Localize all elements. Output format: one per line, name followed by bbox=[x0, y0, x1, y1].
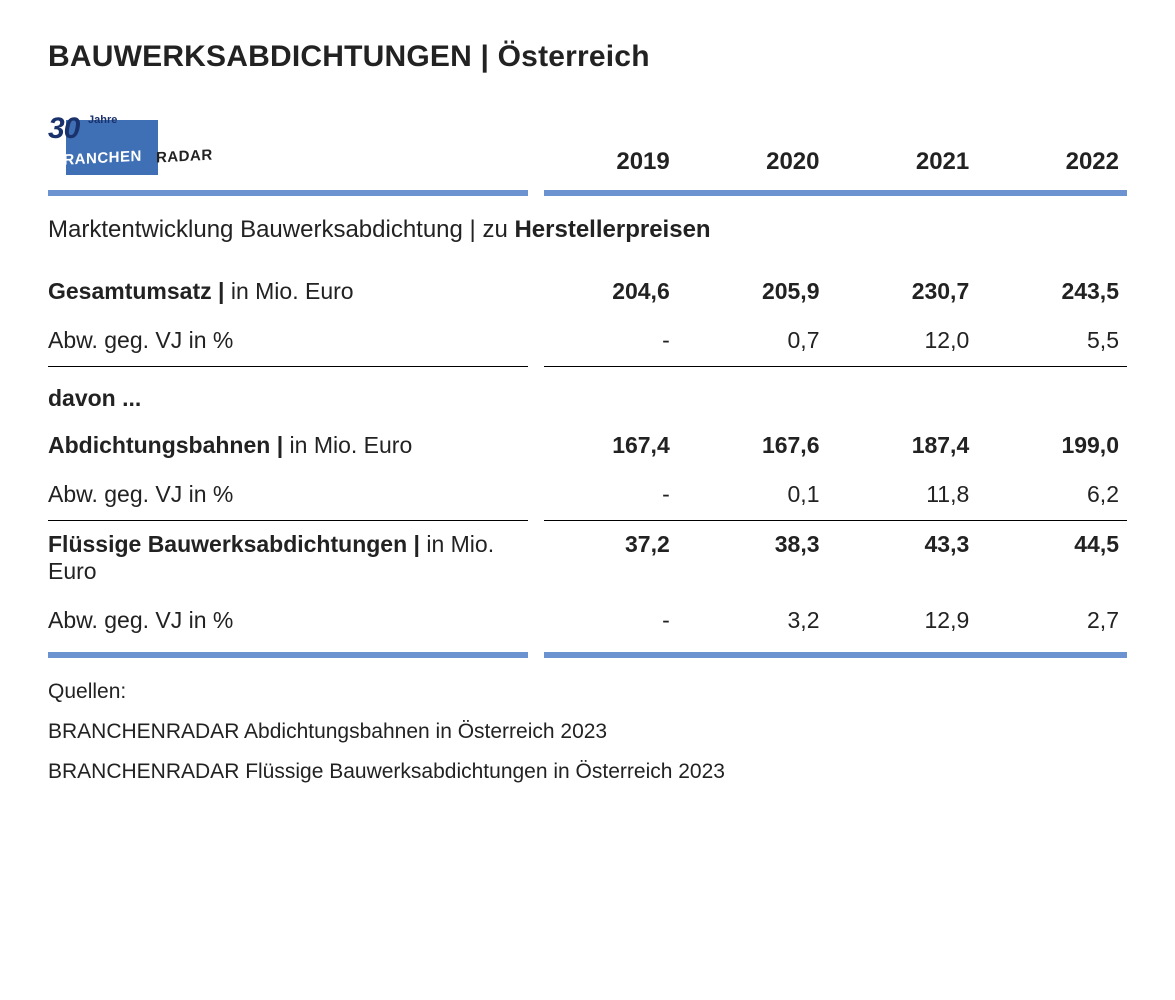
year-header: 2022 bbox=[977, 148, 1127, 184]
cell: 243,5 bbox=[977, 278, 1127, 305]
label-bold: Flüssige Bauwerksabdichtungen | bbox=[48, 531, 426, 557]
year-headers: 2019 2020 2021 2022 bbox=[528, 148, 1127, 184]
page-title: BAUWERKSABDICHTUNGEN | Österreich bbox=[48, 40, 1127, 74]
bottom-rule bbox=[48, 652, 1127, 658]
cell: 167,6 bbox=[678, 432, 828, 459]
row-fluessig: Flüssige Bauwerksabdichtungen | in Mio. … bbox=[48, 521, 1127, 597]
cell: 12,0 bbox=[828, 327, 978, 354]
header-row: 30 Jahre BRANCHEN RADAR 2019 2020 2021 2… bbox=[48, 110, 1127, 184]
row-fluessig-abw: Abw. geg. VJ in % - 3,2 12,9 2,7 bbox=[48, 597, 1127, 646]
subtitle: Marktentwicklung Bauwerksabdichtung | zu… bbox=[48, 216, 1127, 244]
cell: 2,7 bbox=[977, 607, 1127, 634]
source-line: BRANCHENRADAR Abdichtungsbahnen in Öster… bbox=[48, 712, 1127, 752]
subtitle-pre: Marktentwicklung Bauwerksabdichtung | zu bbox=[48, 216, 514, 243]
cell: 0,1 bbox=[678, 481, 828, 508]
logo-slot: 30 Jahre BRANCHEN RADAR bbox=[48, 110, 528, 184]
logo-radar: RADAR bbox=[156, 147, 213, 167]
davon-label: davon ... bbox=[48, 385, 1127, 412]
cell: 5,5 bbox=[977, 327, 1127, 354]
row-label: Abw. geg. VJ in % bbox=[48, 481, 528, 508]
cell: 204,6 bbox=[528, 278, 678, 305]
cell: - bbox=[528, 327, 678, 354]
row-bahnen: Abdichtungsbahnen | in Mio. Euro 167,4 1… bbox=[48, 422, 1127, 471]
cell: 205,9 bbox=[678, 278, 828, 305]
row-label: Flüssige Bauwerksabdichtungen | in Mio. … bbox=[48, 531, 528, 585]
sources-title: Quellen: bbox=[48, 672, 1127, 712]
label-bold: Gesamtumsatz | bbox=[48, 278, 231, 304]
logo-jahre: Jahre bbox=[88, 114, 117, 126]
row-label: Gesamtumsatz | in Mio. Euro bbox=[48, 278, 528, 305]
cell: 44,5 bbox=[977, 531, 1127, 558]
thin-divider bbox=[48, 366, 1127, 367]
cell: 38,3 bbox=[678, 531, 828, 558]
cell: 230,7 bbox=[828, 278, 978, 305]
logo-number: 30 bbox=[48, 112, 79, 146]
label-bold: Abdichtungsbahnen | bbox=[48, 432, 290, 458]
row-label: Abw. geg. VJ in % bbox=[48, 327, 528, 354]
label-light: in Mio. Euro bbox=[231, 278, 354, 304]
cell: 187,4 bbox=[828, 432, 978, 459]
row-label: Abdichtungsbahnen | in Mio. Euro bbox=[48, 432, 528, 459]
cell: 11,8 bbox=[828, 481, 978, 508]
top-rule bbox=[48, 190, 1127, 196]
cell: 6,2 bbox=[977, 481, 1127, 508]
row-gesamtumsatz-abw: Abw. geg. VJ in % - 0,7 12,0 5,5 bbox=[48, 317, 1127, 366]
branchenradar-logo: 30 Jahre BRANCHEN RADAR bbox=[48, 110, 178, 184]
label-light: in Mio. Euro bbox=[290, 432, 413, 458]
cell: 12,9 bbox=[828, 607, 978, 634]
cell: - bbox=[528, 481, 678, 508]
thin-divider bbox=[48, 520, 1127, 521]
cell: 167,4 bbox=[528, 432, 678, 459]
year-header: 2021 bbox=[828, 148, 978, 184]
cell: 0,7 bbox=[678, 327, 828, 354]
year-header: 2019 bbox=[528, 148, 678, 184]
year-header: 2020 bbox=[678, 148, 828, 184]
source-line: BRANCHENRADAR Flüssige Bauwerksabdichtun… bbox=[48, 752, 1127, 792]
cell: - bbox=[528, 607, 678, 634]
row-label: Abw. geg. VJ in % bbox=[48, 607, 528, 634]
cell: 37,2 bbox=[528, 531, 678, 558]
cell: 3,2 bbox=[678, 607, 828, 634]
cell: 43,3 bbox=[828, 531, 978, 558]
subtitle-bold: Herstellerpreisen bbox=[514, 216, 710, 243]
sources-block: Quellen: BRANCHENRADAR Abdichtungsbahnen… bbox=[48, 672, 1127, 792]
row-bahnen-abw: Abw. geg. VJ in % - 0,1 11,8 6,2 bbox=[48, 471, 1127, 520]
row-gesamtumsatz: Gesamtumsatz | in Mio. Euro 204,6 205,9 … bbox=[48, 268, 1127, 317]
cell: 199,0 bbox=[977, 432, 1127, 459]
